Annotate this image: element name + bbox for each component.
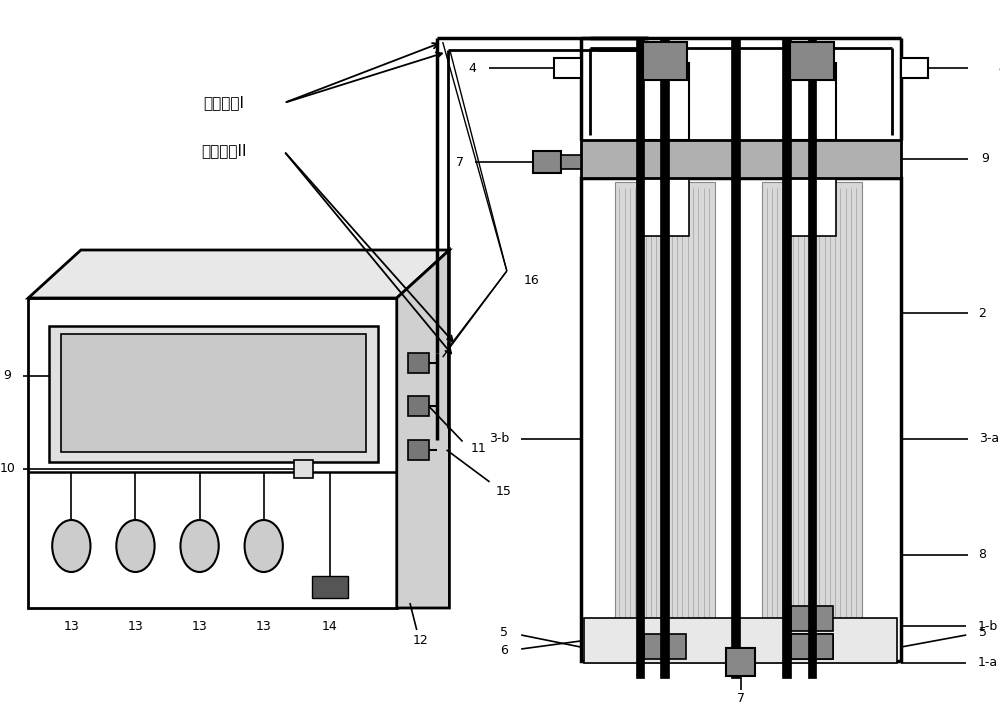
Bar — [584, 618, 897, 663]
Text: 测试回路I: 测试回路I — [203, 96, 244, 111]
Text: 3-a: 3-a — [979, 432, 999, 446]
Ellipse shape — [52, 520, 90, 572]
Bar — [312, 576, 348, 598]
Bar — [641, 63, 689, 140]
Bar — [61, 334, 366, 452]
Text: 7: 7 — [737, 692, 745, 704]
Bar — [294, 460, 313, 478]
Text: 14: 14 — [322, 620, 338, 632]
Text: 15: 15 — [496, 486, 512, 498]
Bar — [533, 151, 561, 173]
Text: 1-a: 1-a — [977, 657, 997, 670]
Bar — [901, 58, 928, 78]
Text: 8: 8 — [979, 548, 987, 561]
Text: 3-b: 3-b — [489, 432, 509, 446]
Text: 12: 12 — [413, 633, 428, 647]
Text: 测试回路II: 测试回路II — [201, 143, 246, 158]
Text: 2: 2 — [979, 307, 986, 319]
Bar — [408, 440, 429, 460]
Bar — [731, 38, 740, 678]
Text: 6: 6 — [500, 645, 508, 657]
Bar — [581, 140, 901, 178]
Bar — [782, 38, 791, 678]
Ellipse shape — [245, 520, 283, 572]
Bar — [636, 38, 644, 678]
Text: 16: 16 — [524, 275, 540, 287]
Bar — [641, 178, 689, 236]
Text: 1-b: 1-b — [977, 620, 997, 632]
Text: 13: 13 — [128, 620, 143, 632]
Bar — [790, 42, 834, 80]
Text: 13: 13 — [256, 620, 272, 632]
Text: 7: 7 — [456, 155, 464, 168]
Bar — [643, 42, 687, 80]
Polygon shape — [397, 250, 449, 608]
Bar — [791, 634, 833, 659]
Text: 13: 13 — [192, 620, 207, 632]
Polygon shape — [28, 250, 449, 298]
Bar — [408, 353, 429, 373]
Ellipse shape — [180, 520, 219, 572]
Bar — [808, 38, 816, 678]
Bar — [581, 178, 901, 661]
Text: 5: 5 — [500, 625, 508, 639]
Bar — [28, 298, 397, 608]
Bar — [554, 58, 581, 78]
Bar — [788, 63, 836, 140]
Bar — [615, 182, 715, 657]
Text: 4: 4 — [999, 61, 1000, 74]
Text: 9: 9 — [981, 153, 989, 165]
Bar — [726, 648, 755, 676]
Text: 4: 4 — [468, 61, 476, 74]
Text: 5: 5 — [979, 625, 987, 639]
Text: 9: 9 — [3, 369, 11, 382]
Bar — [791, 606, 833, 631]
Bar — [660, 38, 669, 678]
Text: 13: 13 — [63, 620, 79, 632]
Bar — [49, 326, 378, 462]
Bar — [788, 178, 836, 236]
Bar — [644, 634, 686, 659]
Text: 11: 11 — [471, 442, 487, 455]
Bar — [762, 182, 862, 657]
Ellipse shape — [116, 520, 155, 572]
Text: 10: 10 — [0, 462, 15, 476]
Bar — [408, 396, 429, 416]
Bar — [561, 155, 581, 169]
Bar — [791, 634, 833, 659]
